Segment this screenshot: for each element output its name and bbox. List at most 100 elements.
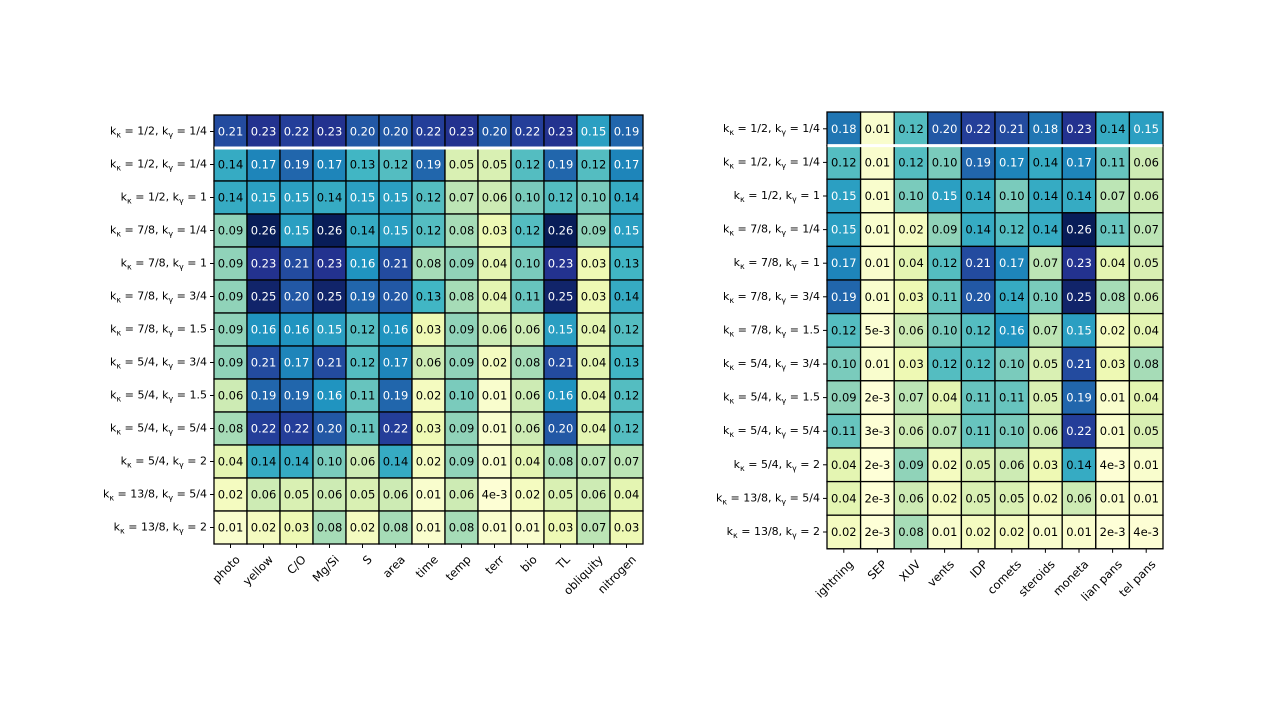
right-cell-label: 0.19	[965, 155, 991, 169]
left-cell-label: 0.15	[548, 323, 574, 337]
left-cell-label: 0.26	[317, 224, 343, 238]
right-cell-label: 0.06	[898, 424, 924, 438]
right-cell-label: 0.06	[898, 323, 924, 337]
left-cell-label: 0.04	[218, 455, 244, 469]
right-cell-label: 0.01	[1133, 491, 1159, 505]
right-heatmap-cell	[1095, 413, 1131, 449]
right-cell-label: 0.10	[999, 357, 1025, 371]
left-cell-label: 0.20	[383, 290, 409, 304]
left-cell-label: 0.19	[350, 290, 376, 304]
right-heatmap-cell	[1027, 413, 1063, 449]
left-heatmap-cell	[510, 180, 545, 215]
right-cell-label: 0.06	[1133, 290, 1159, 304]
right-row-label: kκ = 7/8, kγ = 1/4	[723, 223, 820, 238]
left-cell-label: 0.12	[350, 356, 376, 370]
right-cell-label: 0.02	[932, 458, 958, 472]
right-heatmap-cell	[1027, 279, 1063, 315]
right-cell-label: 0.22	[1066, 424, 1092, 438]
left-cell-label: 0.02	[218, 488, 244, 502]
left-heatmap-cell	[345, 477, 380, 512]
left-cell-label: 0.06	[218, 389, 244, 403]
left-heatmap-cell	[312, 477, 347, 512]
left-heatmap-cell	[246, 477, 281, 512]
right-row-label: kκ = 1/2, kγ = 1	[734, 189, 820, 204]
left-cell-label: 0.14	[251, 455, 277, 469]
right-cell-label: 5e-3	[864, 323, 890, 337]
left-cell-label: 0.04	[581, 422, 607, 436]
right-cell-label: 0.09	[831, 391, 857, 405]
left-cell-label: 0.06	[482, 191, 508, 205]
right-cell-label: 0.14	[1033, 189, 1059, 203]
left-cell-label: 0.21	[284, 257, 310, 271]
left-cell-label: 0.09	[449, 422, 475, 436]
left-cell-label: 0.16	[284, 323, 310, 337]
left-cell-label: 0.23	[251, 257, 277, 271]
left-cell-label: 0.03	[482, 224, 508, 238]
left-heatmap-cell	[378, 477, 413, 512]
left-cell-label: 0.09	[218, 290, 244, 304]
left-heatmap-cell	[576, 345, 611, 380]
left-cell-label: 0.15	[251, 191, 277, 205]
left-cell-label: 0.06	[416, 356, 442, 370]
left-cell-label: 0.02	[350, 521, 376, 535]
left-heatmap-cell	[609, 279, 644, 314]
left-cell-label: 4e-3	[482, 488, 508, 502]
right-cell-label: 0.12	[831, 323, 857, 337]
left-cell-label: 0.08	[449, 224, 475, 238]
right-cell-label: 0.06	[898, 491, 924, 505]
left-cell-label: 0.04	[515, 455, 541, 469]
right-cell-label: 3e-3	[864, 424, 890, 438]
left-cell-label: 0.06	[317, 488, 343, 502]
left-cell-label: 0.22	[284, 125, 310, 139]
left-heatmap-cell	[246, 444, 281, 479]
left-cell-label: 0.14	[218, 191, 244, 205]
left-cell-label: 0.25	[317, 290, 343, 304]
right-heatmap-cell	[960, 279, 996, 315]
left-heatmap-cell	[345, 345, 380, 380]
left-cell-label: 0.08	[449, 521, 475, 535]
right-heatmap-cell	[960, 380, 996, 416]
left-heatmap-cell	[477, 246, 512, 281]
left-heatmap-cell	[609, 312, 644, 347]
right-cell-label: 0.06	[1033, 424, 1059, 438]
left-column-label: S	[360, 552, 375, 567]
left-heatmap-cell	[510, 411, 545, 446]
right-column-label: IDP	[967, 557, 991, 581]
right-row-label: kκ = 1/2, kγ = 1/4	[723, 155, 820, 170]
right-cell-label: 0.11	[831, 424, 857, 438]
right-cell-label: 0.09	[932, 223, 958, 237]
left-cell-label: 0.08	[383, 521, 409, 535]
left-cell-label: 0.09	[581, 224, 607, 238]
right-cell-label: 0.15	[932, 189, 958, 203]
left-cell-label: 0.15	[284, 191, 310, 205]
left-heatmap-cell	[477, 444, 512, 479]
left-cell-label: 0.19	[548, 158, 574, 172]
left-cell-label: 0.06	[515, 389, 541, 403]
left-cell-label: 0.03	[581, 290, 607, 304]
right-row-label: kκ = 5/4, kγ = 3/4	[723, 357, 820, 372]
right-heatmap-cell	[927, 279, 963, 315]
right-cell-label: 0.12	[932, 357, 958, 371]
right-cell-label: 0.11	[965, 424, 991, 438]
left-cell-label: 0.16	[350, 257, 376, 271]
left-cell-label: 0.15	[614, 224, 640, 238]
right-column-label: ightning	[813, 557, 856, 600]
left-cell-label: 0.21	[317, 356, 343, 370]
left-cell-label: 0.01	[416, 521, 442, 535]
right-cell-label: 0.12	[898, 122, 924, 136]
right-row-label: kκ = 1/2, kγ = 1/4	[723, 122, 820, 137]
right-cell-label: 0.01	[1133, 458, 1159, 472]
left-row-label: kκ = 5/4, kγ = 3/4	[110, 356, 207, 371]
left-row-label: kκ = 1/2, kγ = 1/4	[110, 158, 207, 173]
left-cell-label: 0.07	[581, 455, 607, 469]
right-cell-label: 0.05	[965, 491, 991, 505]
right-heatmap-cell	[859, 212, 895, 248]
left-cell-label: 0.20	[317, 422, 343, 436]
right-cell-label: 0.15	[831, 223, 857, 237]
left-cell-label: 0.17	[383, 356, 409, 370]
left-cell-label: 0.05	[350, 488, 376, 502]
left-cell-label: 0.06	[581, 488, 607, 502]
right-heatmap-cell	[1061, 144, 1097, 180]
left-heatmap-cell	[510, 114, 545, 149]
